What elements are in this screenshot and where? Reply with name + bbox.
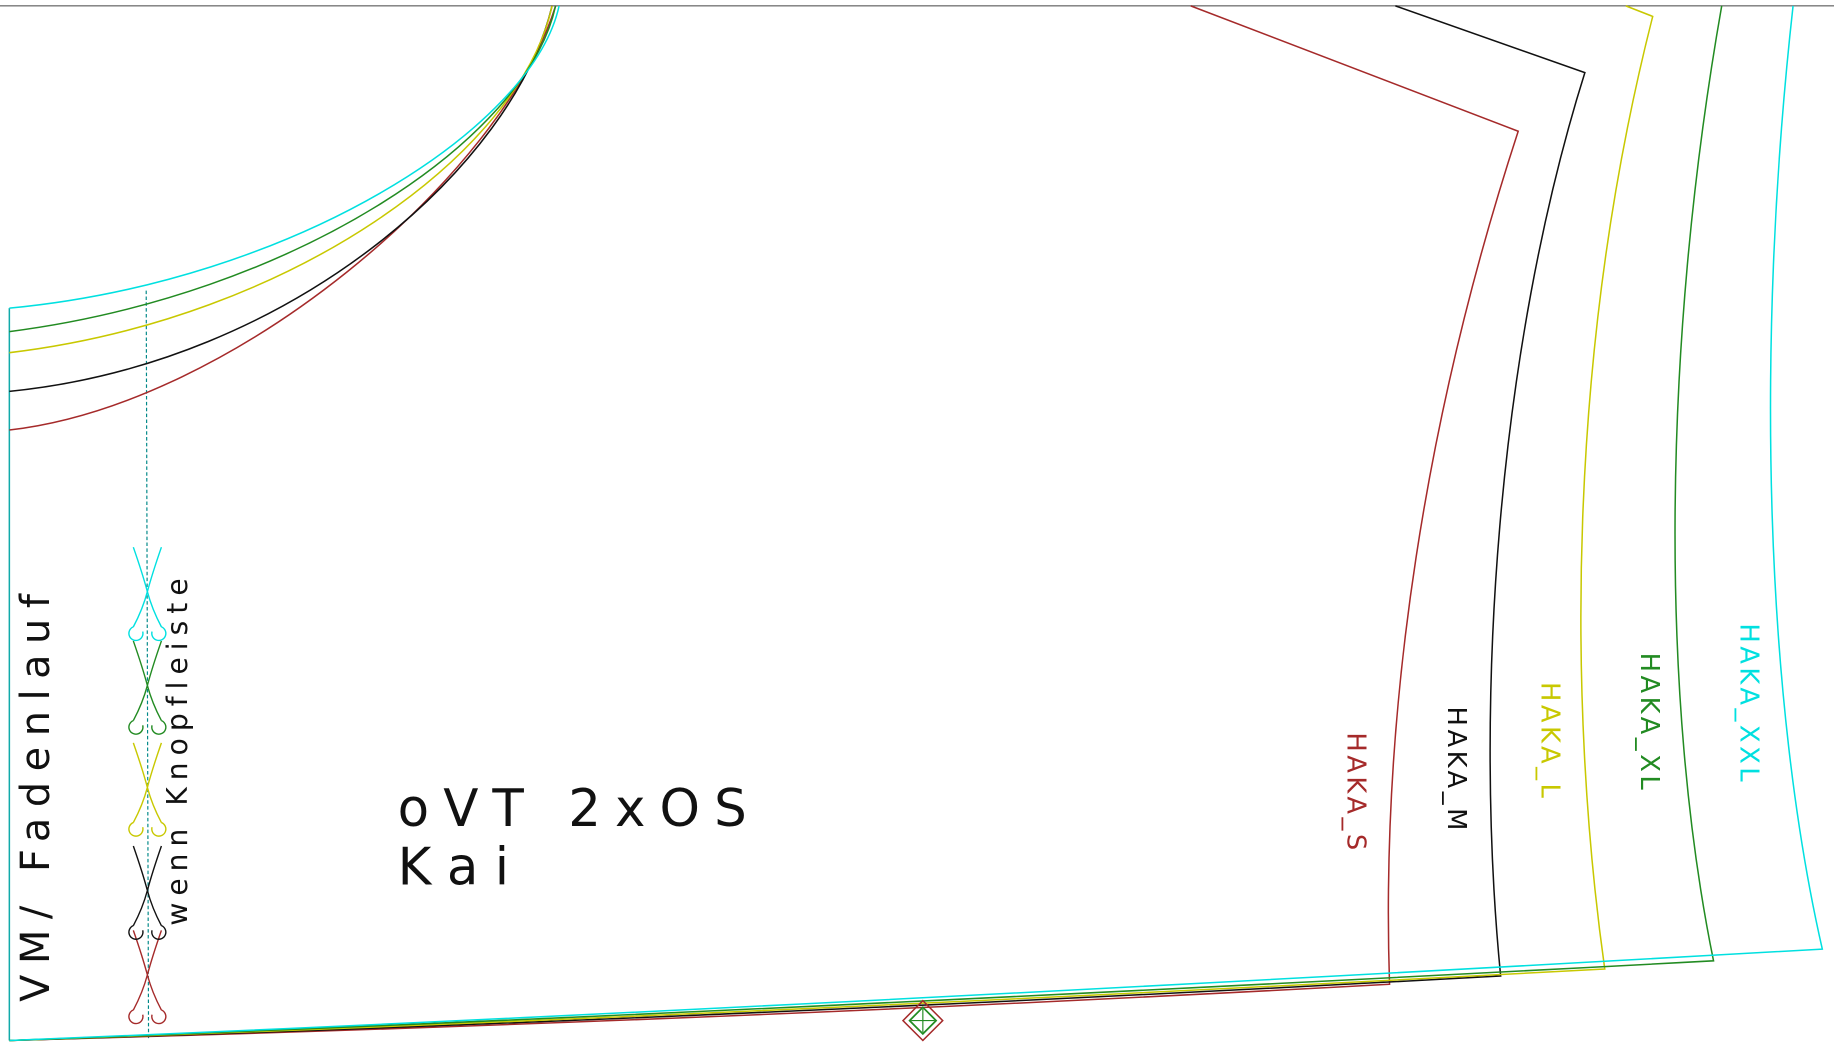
buttonstand-line (145, 290, 150, 1041)
size-label: HAKA_S (1340, 732, 1370, 853)
size-label: HAKA_XL (1634, 653, 1664, 794)
grainline-label: VM/ Fadenlauf (13, 584, 59, 1002)
scissor (128, 742, 167, 837)
size-outline (9, 5, 1824, 1042)
scissor (128, 930, 167, 1025)
scissor (128, 640, 167, 735)
size-outline (9, 5, 1654, 1042)
name-label: Kai (398, 838, 526, 898)
scissor (128, 845, 167, 940)
notch-diamond (901, 999, 944, 1042)
size-label: HAKA_M (1441, 707, 1471, 834)
scissor-marks (128, 546, 167, 1025)
size-label: HAKA_L (1535, 682, 1565, 801)
size-outlines (9, 5, 1824, 1042)
size-outline (9, 5, 1586, 1042)
scissor (128, 546, 167, 642)
size-label: HAKA_XXL (1733, 623, 1763, 785)
size-outline (9, 5, 1520, 1042)
piece-label: oVT 2xOS (398, 779, 761, 839)
size-outline (9, 5, 1723, 1042)
note-label: wenn Knopfleiste (161, 571, 194, 925)
